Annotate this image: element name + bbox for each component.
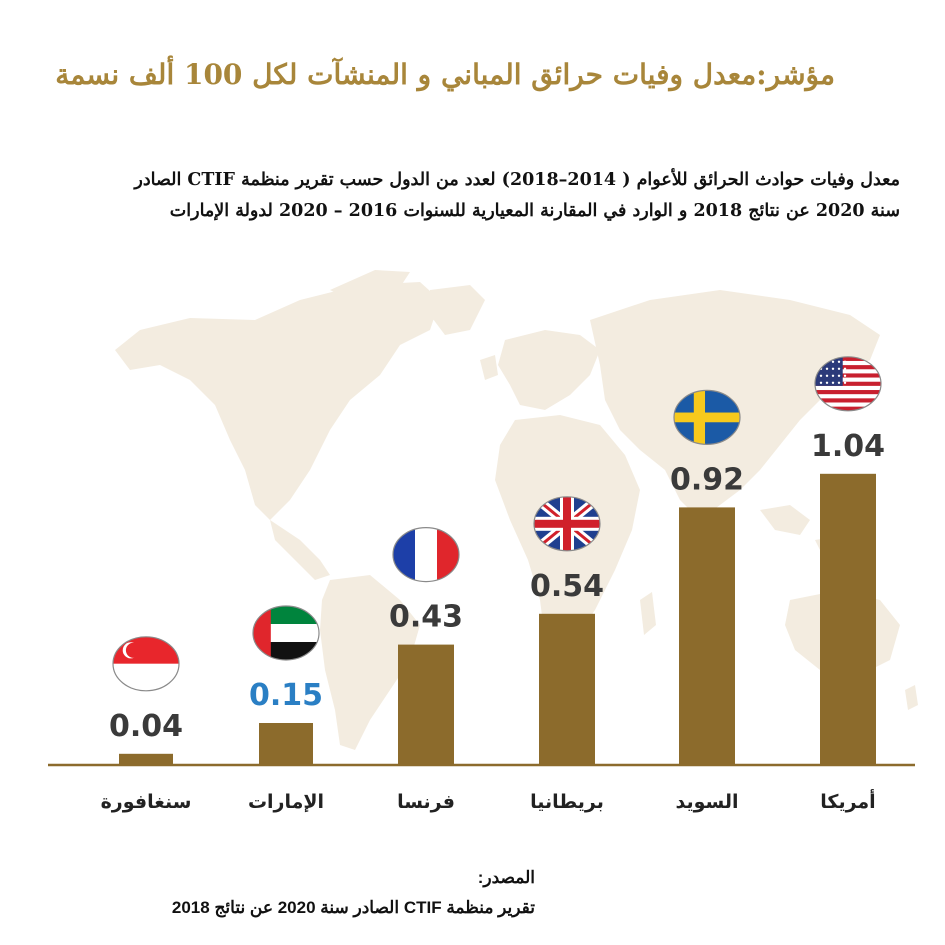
bar-6: [820, 473, 876, 765]
bar-2: [259, 723, 313, 765]
sweden-flag-icon: [673, 389, 741, 445]
france-flag-icon: [392, 526, 460, 583]
source-label: المصدر:: [477, 868, 535, 887]
chart-subtitle: معدل وفيات حوادث الحرائق للأعوام ( 2014–…: [40, 165, 900, 227]
singapore-flag-icon: [112, 636, 180, 692]
value-label-1: 0.04: [109, 709, 183, 744]
category-label-1: سنغافورة: [101, 791, 192, 813]
source-text: تقرير منظمة CTIF الصادر سنة 2020 عن نتائ…: [171, 898, 535, 917]
category-label-3: فرنسا: [397, 791, 455, 813]
subtitle-line-2: سنة 2020 عن نتائج 2018 و الوارد في المقا…: [169, 201, 900, 221]
value-label-6: 1.04: [811, 429, 885, 464]
uae-flag-icon: [252, 605, 320, 661]
chart-title: مؤشر:معدل وفيات حرائق المباني و المنشآت …: [55, 58, 835, 91]
category-label-5: السويد: [675, 791, 738, 813]
bar-3: [398, 644, 454, 765]
subtitle-line-1: معدل وفيات حوادث الحرائق للأعوام ( 2014–…: [134, 170, 900, 190]
usa-flag-icon: [814, 356, 882, 412]
category-label-4: بريطانيا: [530, 791, 604, 813]
value-label-4: 0.54: [530, 569, 604, 604]
category-label-6: أمريكا: [820, 789, 875, 813]
bar-5: [679, 507, 735, 765]
bar-1: [119, 753, 173, 765]
value-label-5: 0.92: [670, 462, 744, 497]
value-label-3: 0.43: [389, 600, 463, 635]
category-label-2: الإمارات: [248, 791, 324, 813]
uk-flag-icon: [533, 496, 601, 552]
bar-4: [539, 613, 595, 765]
value-label-2: 0.15: [249, 678, 323, 713]
